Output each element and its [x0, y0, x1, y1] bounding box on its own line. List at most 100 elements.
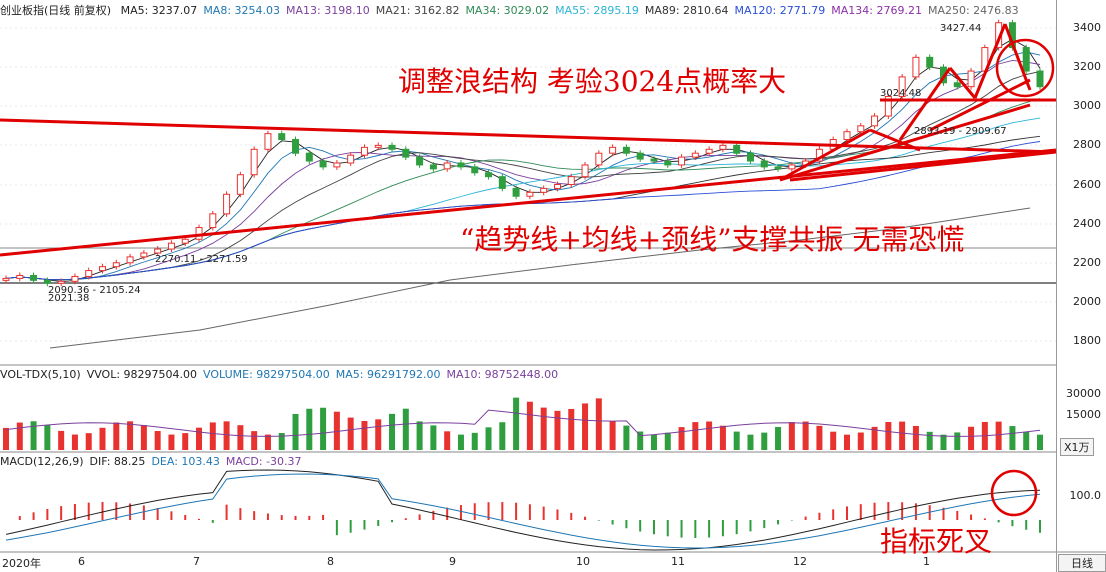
ma-line-2 [5, 59, 1041, 281]
ma-label-5: MA55: 2895.19 [555, 4, 639, 17]
label-3024: 3024.48 [880, 88, 922, 99]
volume-bar [71, 434, 78, 450]
candle-body [140, 252, 148, 258]
volume-bar [140, 425, 147, 450]
volume-bar [44, 424, 51, 450]
price-tick-3: 2800 [1073, 138, 1101, 151]
volume-bar [375, 419, 382, 450]
candle-body [333, 162, 341, 168]
candle-body [650, 158, 658, 162]
candle-body [485, 172, 493, 178]
candle-body [664, 160, 672, 166]
volume-bar [788, 422, 795, 450]
volume-bar [1037, 434, 1043, 450]
ma-label-2: MA13: 3198.10 [286, 4, 370, 17]
macd-tick-0: 100.0 [1069, 489, 1102, 502]
volume-bar [733, 431, 740, 450]
volume-bar [485, 427, 492, 450]
volume-bar [16, 422, 23, 450]
volume-bar [968, 426, 975, 450]
x-label-6: 11 [671, 555, 685, 568]
candle-body [57, 280, 65, 284]
volume-bar [1023, 431, 1030, 450]
volume-bar [568, 408, 575, 450]
annotation-top: 调整浪结构 考验3024点概率大 [398, 65, 787, 98]
trend-line-6 [779, 103, 1031, 182]
volume-bar [664, 432, 671, 450]
trend-line-8 [948, 67, 977, 99]
ma-line-3 [5, 71, 1041, 281]
ma-label-0: MA5: 3237.07 [120, 4, 198, 17]
volume-bar [775, 426, 782, 450]
price-tick-6: 2200 [1073, 256, 1101, 269]
trend-line-11 [929, 78, 1031, 132]
volume-bar [471, 432, 478, 450]
trend-line-0 [0, 118, 1057, 154]
trend-line-4 [789, 150, 1057, 182]
candle-body [305, 152, 313, 162]
candle-body [498, 176, 506, 189]
candle-body [746, 152, 754, 162]
candle-body [195, 227, 203, 240]
candle-body [540, 187, 548, 193]
candle-body [567, 176, 575, 186]
volume-bar [871, 426, 878, 450]
volume-bar [389, 413, 396, 450]
volume-bar [899, 421, 906, 450]
vol-label-4: MA10: 98752448.00 [446, 368, 559, 381]
volume-bar [940, 434, 947, 450]
macd-dif-line [5, 469, 1041, 551]
candle-body [319, 160, 327, 168]
candle-body [733, 144, 741, 154]
candle-body [374, 144, 382, 148]
candle-body [126, 256, 134, 264]
annotation-mid: “趋势线+均线+颈线”支撑共振 无需恐慌 [460, 223, 965, 256]
annotation-overlay [0, 23, 1057, 517]
macd-label-1: DIF: 88.25 [89, 455, 146, 468]
candle-body [553, 184, 561, 189]
x-label-5: 10 [576, 555, 590, 568]
vol-label-0: VOL-TDX(5,10) [0, 368, 81, 381]
volume-bar [444, 431, 451, 450]
period-label[interactable]: 日线 [1058, 554, 1106, 572]
candle-body [71, 275, 79, 282]
x-label-7: 12 [793, 555, 807, 568]
volume-bar [457, 434, 464, 450]
candle-body [181, 238, 189, 244]
volume-bar [182, 433, 189, 450]
candle-body [581, 164, 589, 178]
candle-body [388, 144, 396, 150]
ma-label-8: MA134: 2769.21 [831, 4, 922, 17]
trend-line-10 [1003, 23, 1032, 91]
main-indicator-header: 创业板指(日线 前复权) MA5: 3237.07 MA8: 3254.03 MA1… [0, 3, 1031, 19]
candle-body [705, 148, 713, 154]
candle-body [99, 266, 107, 272]
ma-label-3: MA21: 3162.82 [375, 4, 460, 17]
ma-label-9: MA250: 2476.83 [927, 4, 1019, 17]
vol-label-1: VVOL: 98297504.00 [86, 368, 198, 381]
volume-bar [209, 422, 216, 450]
circle-top [995, 38, 1055, 98]
label-2893: 2893.19 - 2909.67 [914, 126, 1007, 137]
volume-bar [154, 431, 161, 450]
volume-bar [347, 417, 354, 450]
volume-bar [1009, 426, 1016, 450]
macd-dea-line [5, 473, 1041, 549]
candle-body [154, 248, 162, 254]
volume-bar [3, 427, 9, 450]
candle-body [678, 156, 686, 166]
candle-body [595, 152, 603, 166]
volume-bar [650, 434, 657, 450]
volume-bar [499, 422, 506, 450]
volume-bar [609, 421, 616, 450]
volume-bar [623, 425, 630, 450]
vol-tick-1: 15000 [1066, 408, 1101, 421]
volume-unit: X1万 [1060, 438, 1094, 456]
candle-body [30, 274, 38, 281]
ma-line-0 [5, 38, 1041, 283]
candle-body [898, 76, 906, 97]
volume-bar [127, 421, 134, 450]
trend-line-9 [973, 23, 1007, 99]
volume-bar [995, 421, 1002, 450]
